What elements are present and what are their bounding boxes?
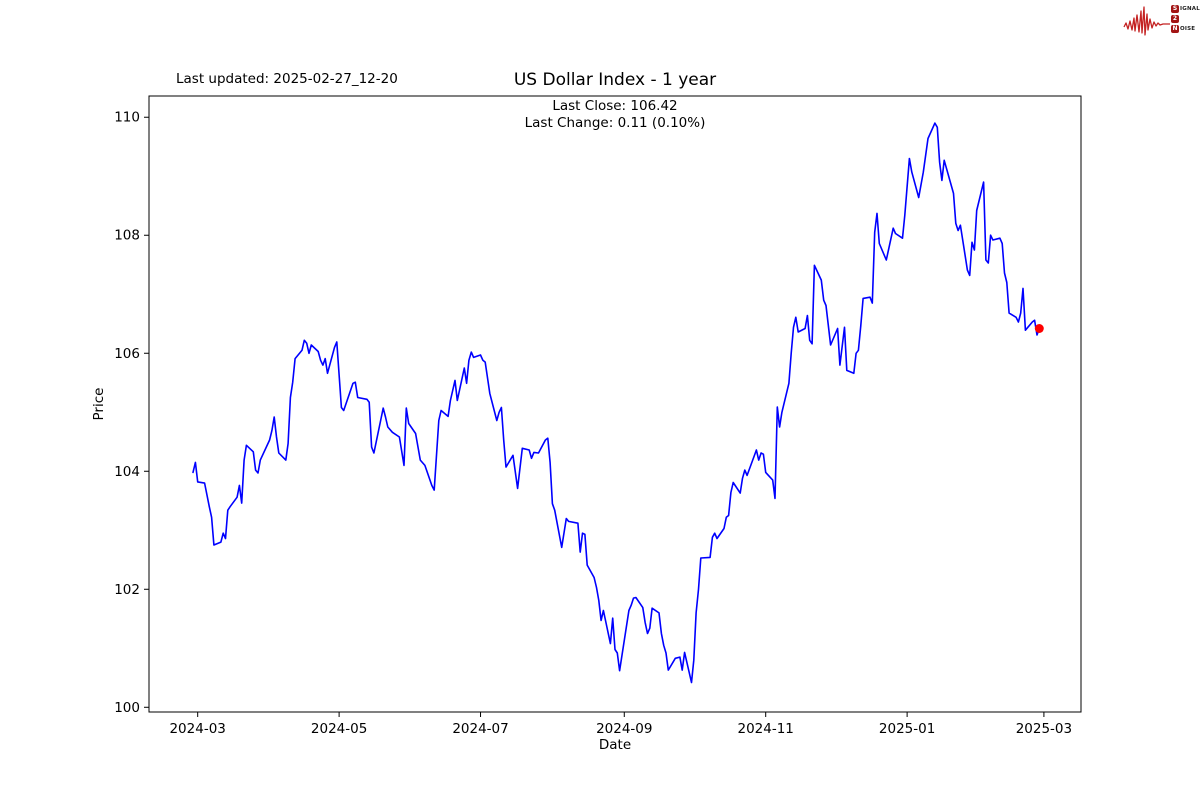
logo-text-ignal: IGNAL — [1180, 5, 1200, 12]
last-close-line: Last Close: 106.42 — [552, 98, 678, 114]
waveform-icon — [1123, 6, 1170, 36]
logo-badge-2: 2 — [1171, 14, 1179, 23]
y-tick-label: 100 — [114, 700, 140, 716]
logo-row-2: 2 — [1171, 14, 1200, 23]
price-line-series — [192, 122, 1041, 684]
y-tick-label: 106 — [114, 346, 140, 362]
logo-badge-s: S — [1171, 4, 1179, 13]
x-tick-label: 2024-11 — [737, 721, 793, 737]
last-close-marker — [1034, 324, 1044, 333]
last-change-line: Last Change: 0.11 (0.10%) — [524, 115, 706, 131]
x-tick-label: 2025-01 — [879, 721, 935, 737]
last-close-annotation: Last Close: 106.42 Last Change: 0.11 (0.… — [149, 98, 1081, 132]
chart-title: US Dollar Index - 1 year — [513, 70, 717, 90]
signal2noise-logo: S IGNAL 2 N OISE — [1122, 2, 1200, 54]
axes-spines — [148, 95, 1082, 713]
y-tick-label: 108 — [114, 228, 140, 244]
y-tick-label: 102 — [114, 582, 140, 598]
logo-badge-n: N — [1171, 24, 1179, 33]
logo-row-noise: N OISE — [1171, 24, 1200, 33]
last-updated-text: Last updated: 2025-02-27_12-20 — [176, 71, 398, 87]
x-tick-label: 2024-07 — [452, 721, 508, 737]
logo-row-signal: S IGNAL — [1171, 4, 1200, 13]
y-tick-label: 110 — [114, 110, 140, 126]
x-tick-label: 2025-03 — [1016, 721, 1072, 737]
logo-text-oise: OISE — [1180, 25, 1196, 32]
y-axis-label: Price — [91, 387, 107, 421]
x-tick-label: 2024-05 — [311, 721, 367, 737]
x-tick-label: 2024-03 — [169, 721, 225, 737]
x-axis-label: Date — [598, 737, 632, 753]
x-tick-label: 2024-09 — [596, 721, 652, 737]
y-tick-label: 104 — [114, 464, 140, 480]
